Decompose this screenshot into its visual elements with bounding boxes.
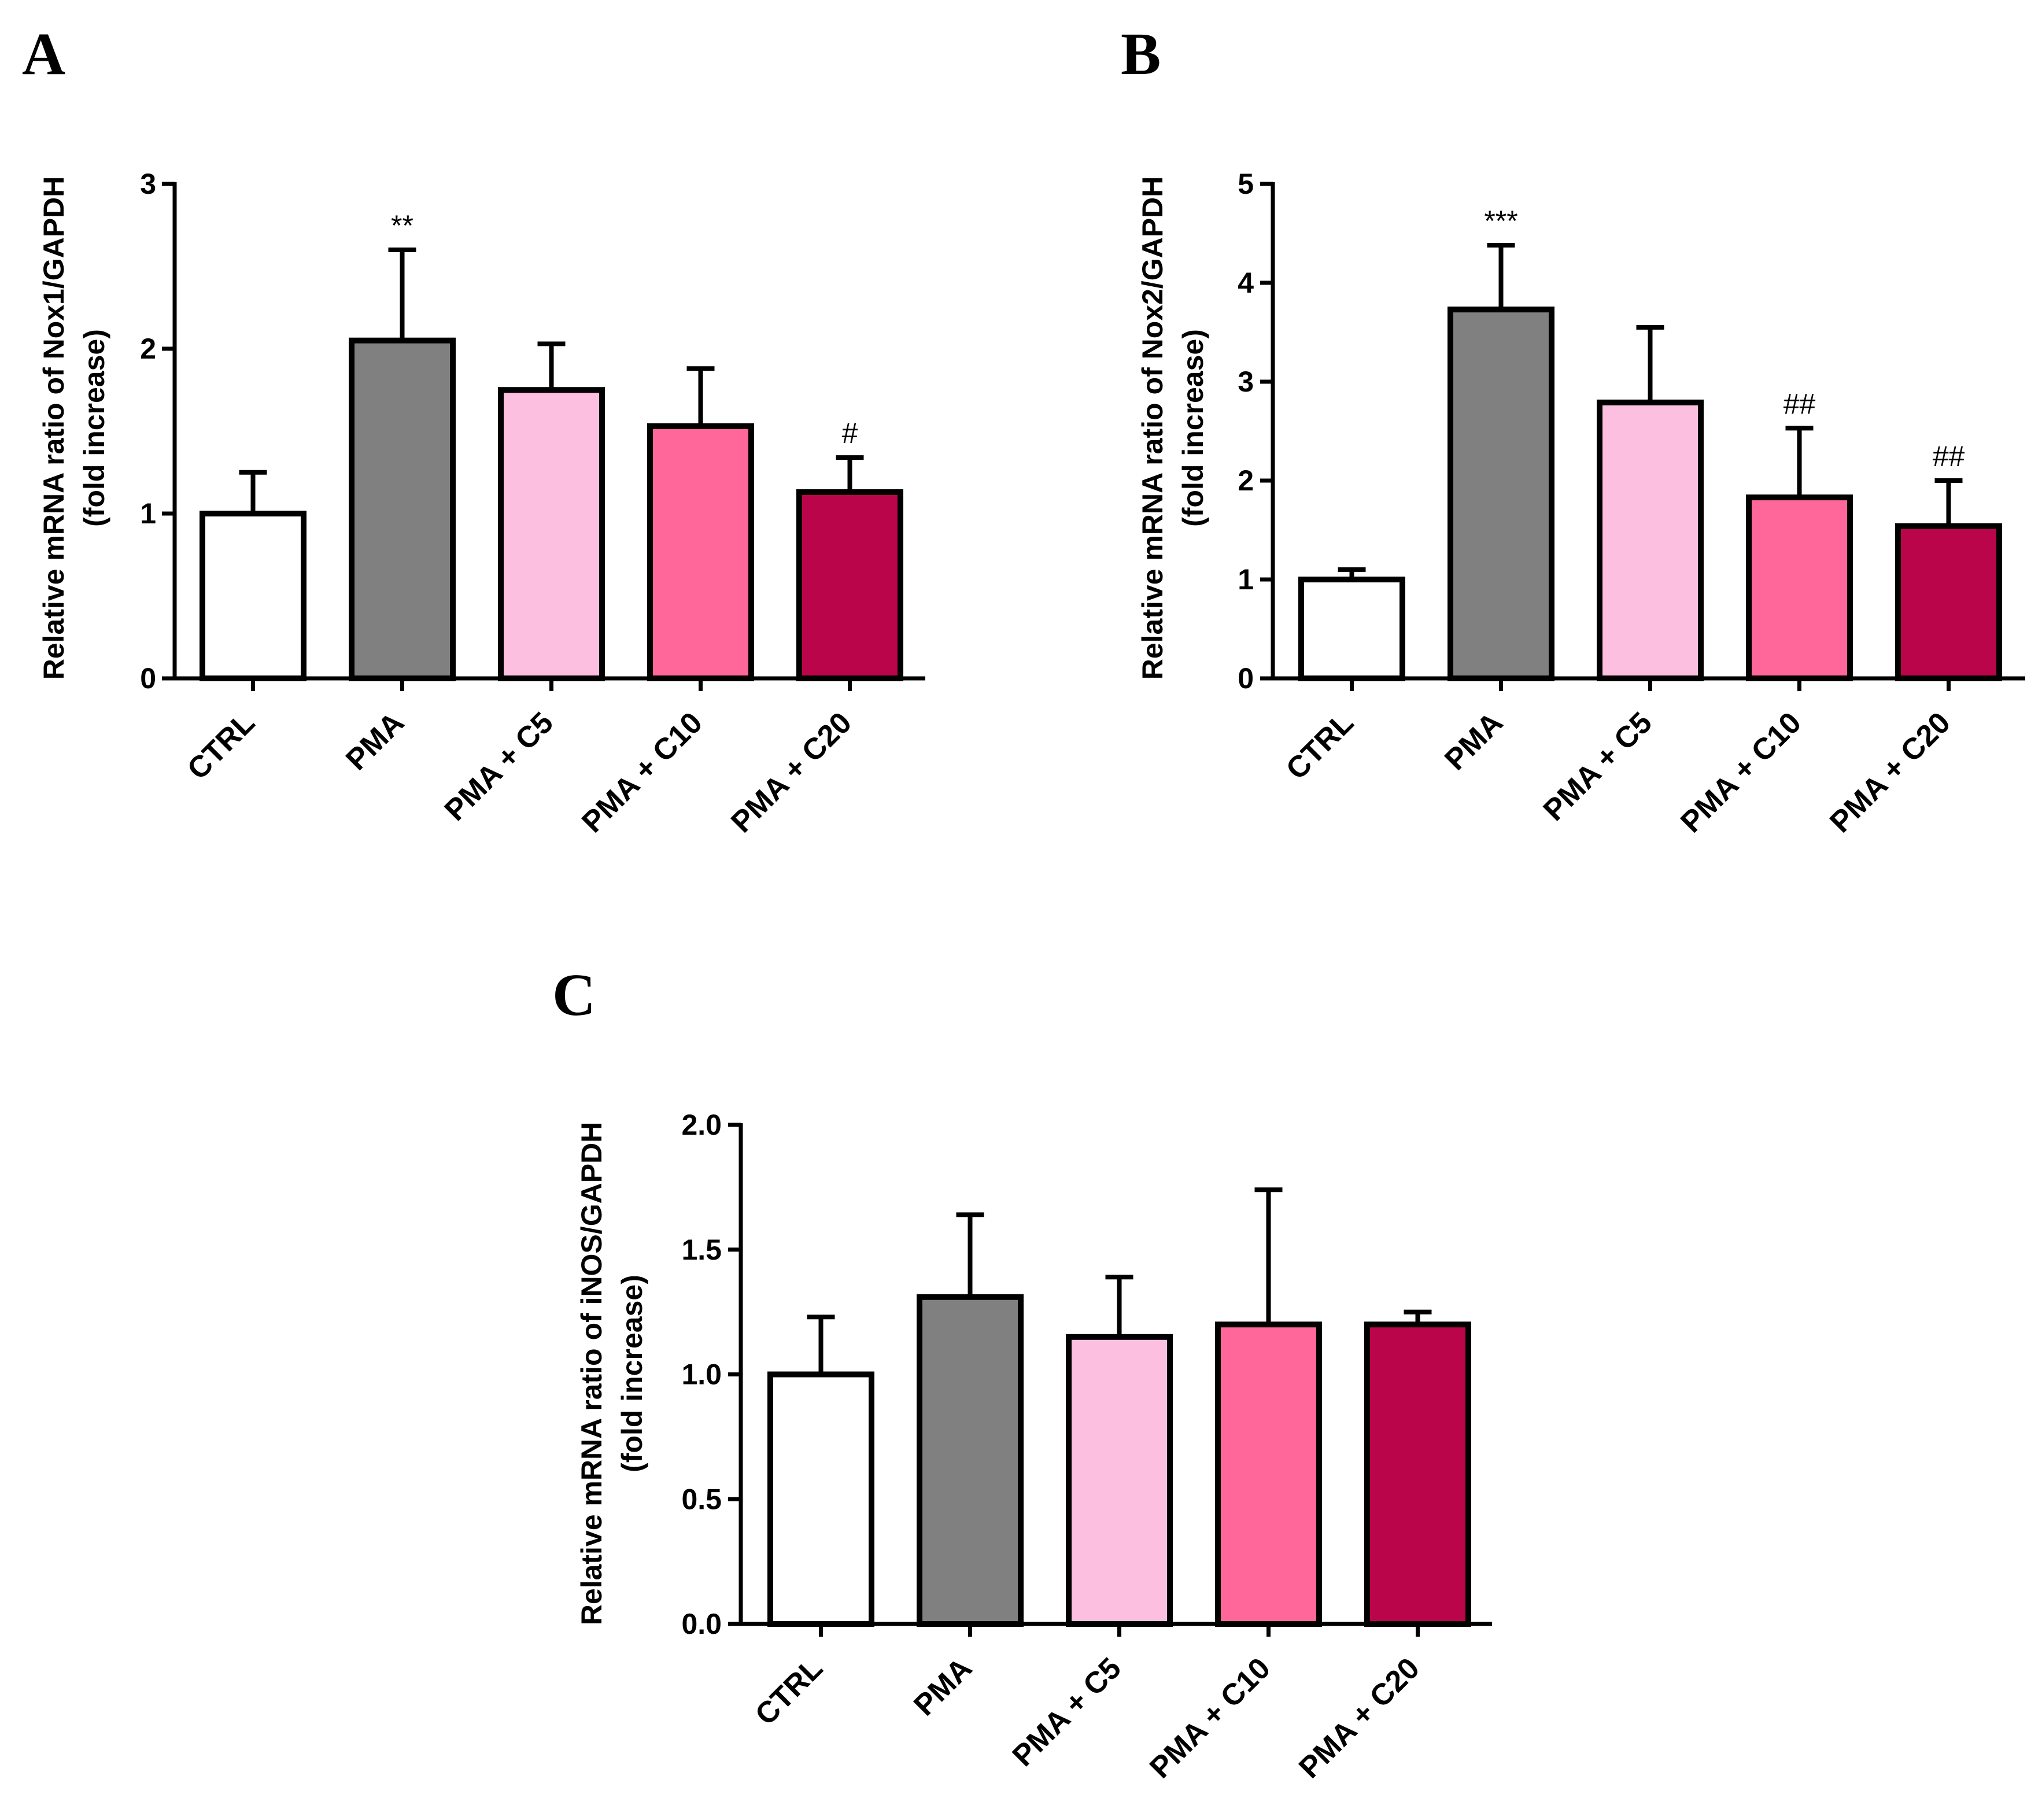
panel-b-y-axis-title-line2: (fold increase): [1177, 329, 1209, 527]
panel-a-y-tick-label: 3: [140, 168, 156, 200]
panel-a-y-tick-label: 0: [140, 662, 156, 695]
panel-b-y-tick-label: 0: [1238, 662, 1254, 695]
panel-b-significance-label: ##: [1933, 440, 1965, 472]
panel-a-y-tick-label: 2: [140, 333, 156, 365]
panel-c-letter: C: [552, 962, 596, 1028]
panel-c-chart: C Relative mRNA ratio of iNOS/GAPDH (fol…: [552, 962, 1492, 1785]
panel-a-bar-2: [498, 387, 605, 681]
panel-a-significance-label: **: [391, 209, 413, 242]
panel-b-y-tick-label: 1: [1238, 563, 1254, 596]
panel-a-significance-label: #: [842, 417, 858, 449]
panel-b-y-axis-title-line1: Relative mRNA ratio of Nox2/GAPDH: [1136, 176, 1169, 680]
panel-a-category-label: PMA + C20: [725, 706, 858, 839]
panel-a-category-label: PMA + C10: [575, 706, 709, 839]
panel-b-y-tick-label: 2: [1238, 464, 1254, 497]
panel-a-bar-1: [349, 337, 456, 681]
panel-b-plot-area: 0 1 2 3 4 5 CTRL PMA *** PMA + C5 PMA + C10 ## PMA +…: [1238, 168, 2025, 839]
panel-c-bar-3: [1215, 1321, 1322, 1627]
panel-c-category-label: PMA + C5: [1006, 1651, 1128, 1773]
panel-a-bar-3: [647, 423, 754, 681]
panel-c-bar-0: [767, 1371, 874, 1627]
panel-c-y-tick-label: 2.0: [681, 1109, 722, 1141]
panel-b-category-label: PMA + C20: [1823, 706, 1957, 839]
panel-b-bar-1: [1448, 307, 1554, 681]
panel-b-y-tick-label: 5: [1238, 168, 1254, 200]
panel-b-bar-2: [1597, 399, 1704, 681]
panel-b-y-tick-label: 3: [1238, 366, 1254, 398]
panel-c-bar-1: [917, 1294, 1024, 1627]
panel-c-y-axis-title: Relative mRNA ratio of iNOS/GAPDH (fold …: [575, 1122, 648, 1626]
panel-c-y-tick-label: 1.5: [681, 1234, 722, 1266]
panel-a-chart: A Relative mRNA ratio of Nox1/GAPDH (fol…: [22, 21, 925, 839]
panel-b-chart: B Relative mRNA ratio of Nox2/GAPDH (fol…: [1121, 21, 2025, 839]
panel-b-significance-label: ##: [1783, 387, 1816, 420]
panel-a-bar-0: [200, 511, 307, 681]
panel-b-letter: B: [1121, 21, 1161, 87]
panel-a-plot-area: 0 1 2 3 CTRL PMA ** PMA + C5 PMA + C10 PMA + C20 #: [140, 168, 925, 839]
panel-b-category-label: PMA + C5: [1537, 706, 1659, 827]
panel-a-y-axis-title: Relative mRNA ratio of Nox1/GAPDH (fold …: [38, 176, 110, 680]
panel-a-letter: A: [22, 21, 65, 87]
panel-c-y-tick-label: 0.5: [681, 1483, 722, 1515]
panel-b-category-label: PMA + C10: [1674, 706, 1808, 839]
panel-b-bar-4: [1895, 523, 2002, 681]
panel-b-y-axis-title: Relative mRNA ratio of Nox2/GAPDH (fold …: [1136, 176, 1209, 680]
panel-a-category-label: CTRL: [181, 706, 261, 786]
panel-c-bar-2: [1066, 1334, 1173, 1627]
panel-a-category-label: PMA + C5: [438, 706, 560, 827]
panel-c-y-tick-label: 1.0: [681, 1358, 722, 1391]
panel-b-category-label: CTRL: [1280, 706, 1360, 786]
panel-b-significance-label: ***: [1484, 205, 1517, 237]
panel-b-bar-3: [1746, 494, 1853, 681]
panel-c-y-tick-label: 0.0: [681, 1608, 722, 1640]
panel-b-bar-0: [1298, 577, 1405, 681]
panel-a-y-axis-title-line2: (fold increase): [78, 329, 110, 527]
panel-b-category-label: PMA: [1438, 706, 1509, 777]
panel-c-category-label: PMA: [907, 1651, 978, 1722]
panel-c-category-label: PMA + C10: [1143, 1651, 1277, 1785]
panel-c-y-axis-title-line1: Relative mRNA ratio of iNOS/GAPDH: [575, 1122, 608, 1626]
panel-a-category-label: PMA: [339, 706, 411, 777]
panel-c-bar-4: [1364, 1321, 1471, 1627]
panel-a-bar-4: [796, 489, 903, 681]
panel-b-y-tick-label: 4: [1238, 267, 1254, 299]
panel-c-y-axis-title-line2: (fold increase): [616, 1275, 648, 1472]
panel-c-plot-area: 0.0 0.5 1.0 1.5 2.0 CTRL PMA PMA + C5 PMA + C10 P…: [681, 1109, 1492, 1785]
panel-a-y-tick-label: 1: [140, 497, 156, 530]
panel-c-category-label: PMA + C20: [1293, 1651, 1426, 1785]
panel-c-category-label: CTRL: [749, 1651, 829, 1732]
panel-a-y-axis-title-line1: Relative mRNA ratio of Nox1/GAPDH: [38, 176, 70, 680]
